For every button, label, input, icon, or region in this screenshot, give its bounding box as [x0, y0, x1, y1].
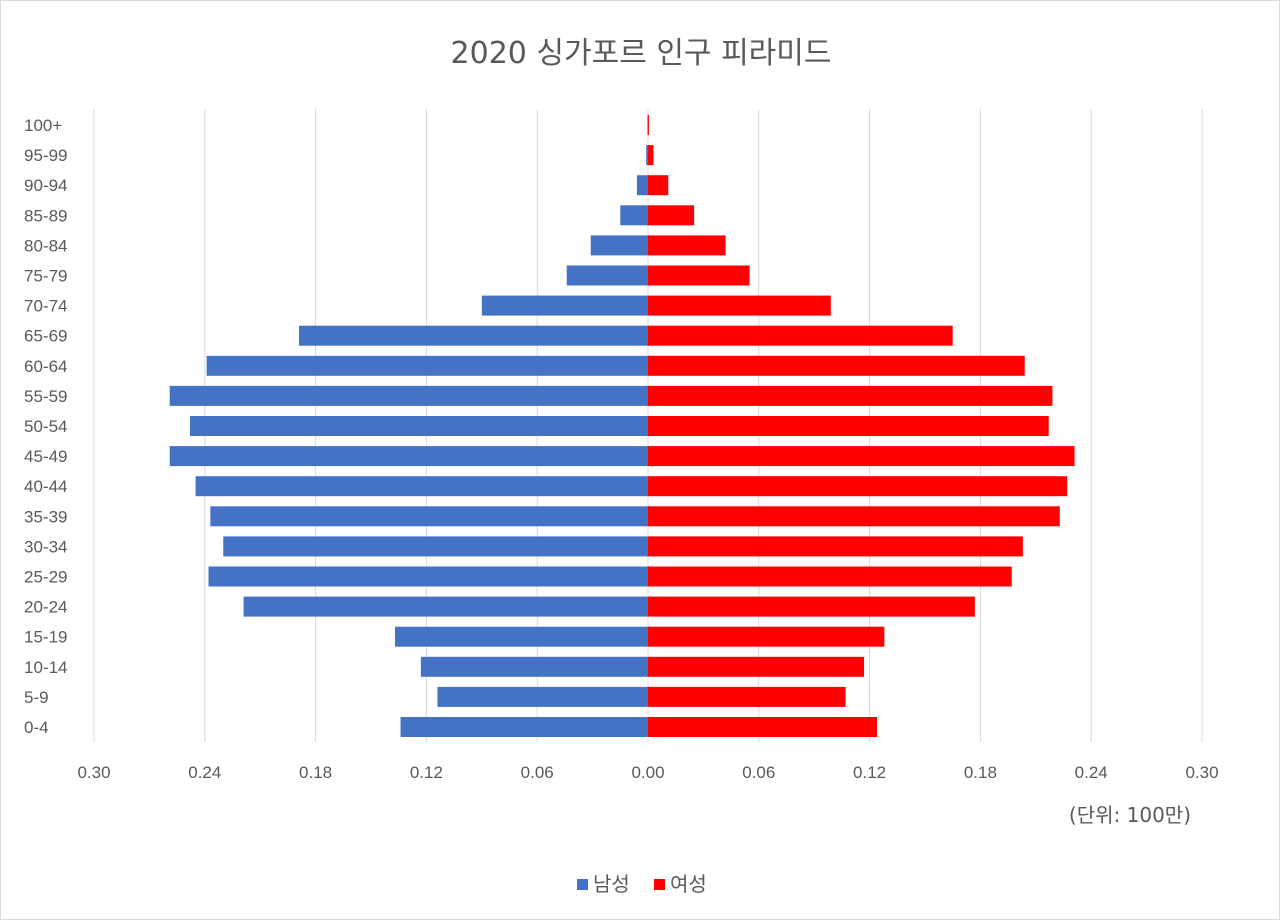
female-bar-95-99	[648, 145, 654, 166]
male-bar-40-44	[195, 476, 649, 497]
age-group-label: 80-84	[24, 236, 67, 255]
age-group-label: 25-29	[24, 568, 67, 587]
legend-label-female: 여성	[670, 872, 707, 896]
x-tick-label: 0.12	[410, 763, 443, 782]
age-group-label: 90-94	[24, 176, 67, 195]
legend: 남성 여성	[577, 872, 707, 896]
unit-label: (단위: 100만)	[1069, 803, 1191, 827]
female-bar-5-9	[648, 686, 846, 707]
x-tick-label: 0.30	[1185, 763, 1218, 782]
male-bar-55-59	[169, 385, 649, 406]
male-bars	[169, 115, 649, 737]
male-bar-95-99	[646, 145, 648, 166]
age-group-label: 100+	[24, 116, 62, 135]
female-bar-45-49	[648, 446, 1075, 467]
male-bar-60-64	[206, 355, 648, 376]
age-group-labels: 0-4 5-9 10-14 15-19 20-24 25-29 30-34 35-39 40-4…	[24, 116, 67, 737]
x-tick-label: 0.24	[1075, 763, 1108, 782]
female-bar-100plus	[648, 115, 649, 135]
x-tick-label: 0.30	[77, 763, 110, 782]
male-bar-30-34	[223, 536, 648, 557]
female-bar-70-74	[648, 295, 831, 316]
female-bar-30-34	[648, 536, 1023, 557]
male-bar-5-9	[437, 686, 648, 707]
x-tick-label: 0.12	[853, 763, 886, 782]
x-tick-label: 0.18	[964, 763, 997, 782]
female-bar-50-54	[648, 416, 1049, 436]
age-group-label: 20-24	[24, 598, 67, 617]
legend-swatch-male	[577, 879, 588, 890]
legend-swatch-female	[654, 879, 665, 890]
female-bar-90-94	[648, 175, 669, 196]
female-bar-75-79	[648, 265, 750, 286]
male-bar-75-79	[566, 265, 648, 286]
male-bar-10-14	[420, 656, 648, 677]
age-group-label: 45-49	[24, 447, 67, 466]
age-group-label: 75-79	[24, 267, 67, 286]
male-bar-15-19	[395, 626, 648, 647]
male-bar-100plus	[647, 115, 648, 135]
female-bar-85-89	[648, 205, 695, 226]
female-bar-35-39	[648, 506, 1060, 527]
male-bar-80-84	[590, 235, 648, 256]
male-bar-25-29	[208, 566, 648, 587]
x-tick-label: 0.06	[742, 763, 775, 782]
female-bar-15-19	[648, 626, 885, 647]
age-group-label: 65-69	[24, 327, 67, 346]
age-group-label: 70-74	[24, 297, 67, 316]
male-bar-45-49	[169, 446, 649, 467]
age-group-label: 0-4	[24, 718, 49, 737]
x-axis-tick-labels: 0.30 0.24 0.18 0.12 0.06 0.00 0.06 0.12 0.18 0.24…	[77, 763, 1218, 782]
female-bars	[648, 115, 1075, 737]
age-group-label: 55-59	[24, 387, 67, 406]
legend-label-male: 남성	[593, 872, 630, 896]
chart-title: 2020 싱가포르 인구 피라미드	[451, 36, 832, 71]
x-tick-label: 0.18	[299, 763, 332, 782]
male-bar-50-54	[190, 416, 648, 436]
age-group-label: 95-99	[24, 146, 67, 165]
female-bar-80-84	[648, 235, 726, 256]
age-group-label: 10-14	[24, 658, 67, 677]
male-bar-65-69	[298, 325, 648, 346]
age-group-label: 50-54	[24, 417, 67, 436]
male-bar-90-94	[636, 175, 648, 196]
age-group-label: 15-19	[24, 628, 67, 647]
x-tick-label: 0.06	[521, 763, 554, 782]
female-bar-0-4	[648, 717, 877, 737]
female-bar-60-64	[648, 355, 1025, 376]
female-bar-20-24	[648, 596, 975, 617]
male-bar-35-39	[210, 506, 648, 527]
male-bar-20-24	[243, 596, 648, 617]
age-group-label: 60-64	[24, 357, 67, 376]
female-bar-40-44	[648, 476, 1068, 497]
age-group-label: 30-34	[24, 537, 67, 556]
x-tick-label: 0.00	[631, 763, 664, 782]
age-group-label: 85-89	[24, 206, 67, 225]
female-bar-25-29	[648, 566, 1012, 587]
male-bar-70-74	[481, 295, 648, 316]
x-tick-label: 0.24	[188, 763, 221, 782]
male-bar-0-4	[400, 717, 648, 737]
male-bar-85-89	[620, 205, 648, 226]
age-group-label: 40-44	[24, 477, 67, 496]
age-group-label: 35-39	[24, 507, 67, 526]
age-group-label: 5-9	[24, 688, 49, 707]
female-bar-10-14	[648, 656, 865, 677]
female-bar-55-59	[648, 385, 1053, 406]
female-bar-65-69	[648, 325, 953, 346]
